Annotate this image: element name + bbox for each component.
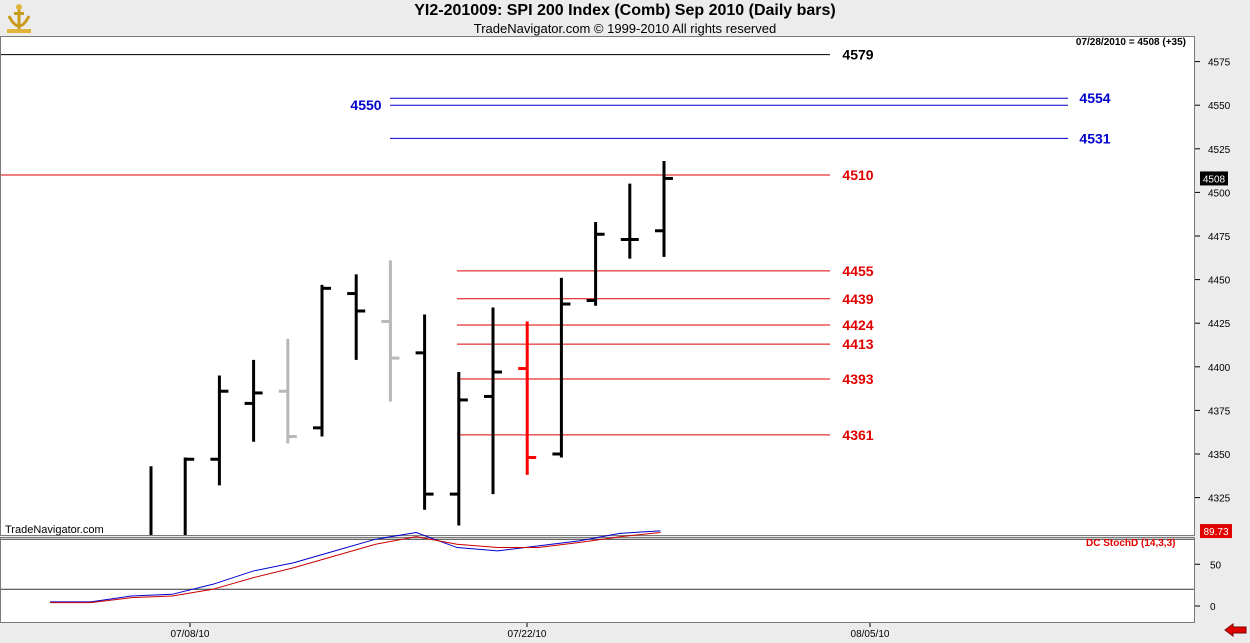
y-tick-label: 4575 <box>1208 58 1231 69</box>
ohlc-bar <box>620 183 639 259</box>
ohlc-bar <box>183 457 195 535</box>
x-tick-label: 07/22/10 <box>508 629 547 640</box>
stoch-tick-label: 50 <box>1210 560 1222 571</box>
stoch-d-line <box>50 532 661 604</box>
ohlc-bar <box>586 222 605 306</box>
ohlc-bar <box>484 307 502 495</box>
y-tick-label: 4350 <box>1208 450 1231 461</box>
watermark: TradeNavigator.com <box>5 524 104 536</box>
stoch-last-box <box>1200 524 1232 539</box>
y-tick-label: 4325 <box>1208 494 1231 505</box>
level-label-4554: 4554 <box>1079 90 1110 106</box>
ohlc-bar <box>415 314 434 510</box>
level-label-4550: 4550 <box>350 97 381 113</box>
y-tick-label: 4525 <box>1208 145 1231 156</box>
ohlc-bar <box>313 284 331 437</box>
ohlc-bar <box>244 359 263 442</box>
level-label-4393: 4393 <box>842 371 873 387</box>
ohlc-bar <box>149 466 153 535</box>
y-tick-label: 4425 <box>1208 319 1231 330</box>
ohlc-bar <box>381 260 400 402</box>
level-label-4455: 4455 <box>842 263 873 279</box>
indicator-label: DC StochD (14,3,3) <box>1086 538 1176 549</box>
trade-navigator-logo-icon <box>2 2 36 36</box>
level-label-4439: 4439 <box>842 291 873 307</box>
y-tick-label: 4550 <box>1208 101 1231 112</box>
ohlc-bar <box>449 372 468 526</box>
stoch-tick-label: 0 <box>1210 602 1216 613</box>
y-tick-label: 4450 <box>1208 276 1231 287</box>
ohlc-bar <box>552 277 571 458</box>
ohlc-bar <box>210 375 229 486</box>
level-label-4413: 4413 <box>842 336 873 352</box>
ohlc-bar <box>347 274 366 360</box>
ohlc-bar <box>518 321 537 475</box>
x-tick-label: 08/05/10 <box>851 629 890 640</box>
last-price-status: 07/28/2010 = 4508 (+35) <box>1075 37 1186 48</box>
y-tick-label: 4475 <box>1208 232 1231 243</box>
level-label-4510: 4510 <box>842 167 873 183</box>
scroll-left-arrow-icon[interactable] <box>1224 622 1248 638</box>
y-tick-label: 4400 <box>1208 363 1231 374</box>
level-label-4531: 4531 <box>1079 130 1110 146</box>
ohlc-bar <box>278 338 297 444</box>
stoch-k-line <box>50 530 661 603</box>
level-label-4361: 4361 <box>842 427 873 443</box>
level-label-4424: 4424 <box>842 317 873 333</box>
y-tick-label: 4375 <box>1208 406 1231 417</box>
last-price-box <box>1200 171 1228 186</box>
x-tick-label: 07/08/10 <box>171 629 210 640</box>
price-panel[interactable] <box>0 36 1195 536</box>
chart-subtitle: TradeNavigator.com © 1999-2010 All right… <box>473 21 777 36</box>
stoch-last-label: 89.73 <box>1203 527 1228 538</box>
last-price-label: 4508 <box>1203 174 1226 185</box>
level-label-4579: 4579 <box>842 47 873 63</box>
y-tick-label: 4500 <box>1208 188 1231 199</box>
ohlc-bar <box>655 161 673 257</box>
ohlc-bars <box>149 161 673 535</box>
chart-title: YI2-201009: SPI 200 Index (Comb) Sep 201… <box>414 2 836 19</box>
